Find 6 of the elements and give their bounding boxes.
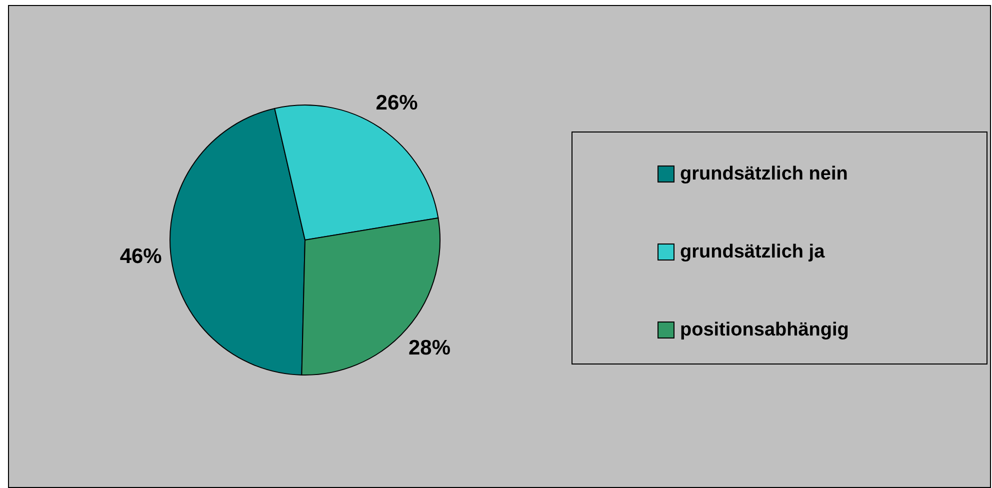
data-label: 28% <box>408 336 451 360</box>
data-label: 26% <box>376 91 418 114</box>
data-label: 46% <box>120 245 162 268</box>
legend-label: positionsabhängig <box>680 320 849 340</box>
legend-label: grundsätzlich ja <box>680 242 826 262</box>
legend-label: grundsätzlich nein <box>680 164 848 184</box>
